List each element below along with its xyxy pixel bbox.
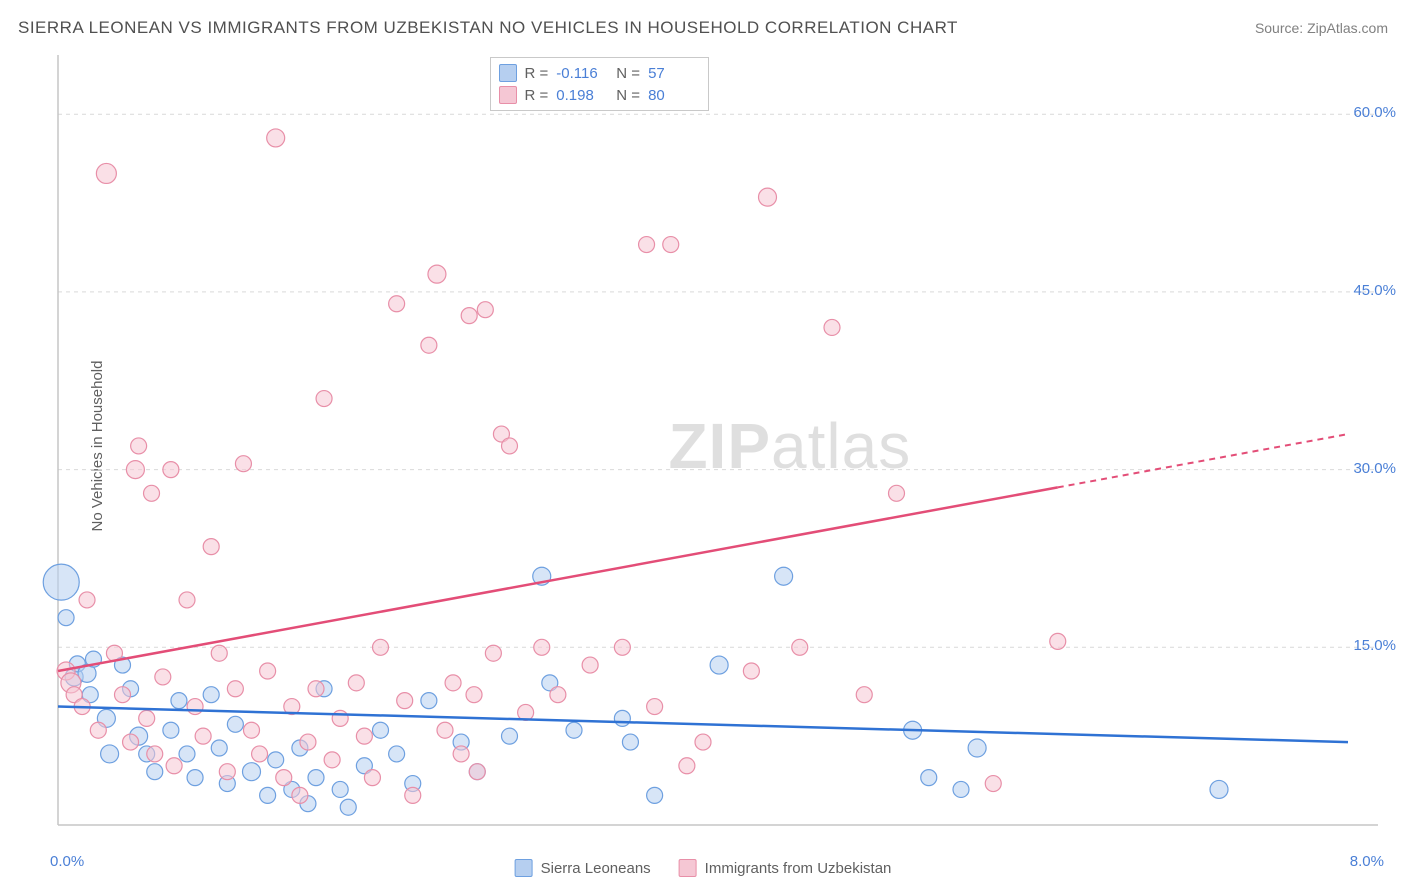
legend-swatch bbox=[679, 859, 697, 877]
y-axis-tick: 30.0% bbox=[1353, 460, 1396, 477]
y-axis-tick: 15.0% bbox=[1353, 637, 1396, 654]
r-label: R = bbox=[525, 65, 549, 82]
r-value: 0.198 bbox=[556, 87, 608, 104]
stats-row: R = -0.116 N = 57 bbox=[499, 62, 701, 84]
scatter-chart bbox=[48, 55, 1386, 837]
n-value: 80 bbox=[648, 87, 700, 104]
x-axis-tick-max: 8.0% bbox=[1350, 853, 1384, 870]
y-axis-tick: 45.0% bbox=[1353, 282, 1396, 299]
n-label: N = bbox=[616, 87, 640, 104]
y-axis-tick: 60.0% bbox=[1353, 104, 1396, 121]
legend: Sierra Leoneans Immigrants from Uzbekista… bbox=[515, 859, 892, 877]
legend-item: Immigrants from Uzbekistan bbox=[679, 859, 892, 877]
n-label: N = bbox=[616, 65, 640, 82]
r-value: -0.116 bbox=[556, 65, 608, 82]
source-attribution: Source: ZipAtlas.com bbox=[1255, 20, 1388, 36]
title-bar: SIERRA LEONEAN VS IMMIGRANTS FROM UZBEKI… bbox=[18, 18, 1388, 38]
chart-area: ZIPatlas R = -0.116 N = 57 R = 0.198 N =… bbox=[48, 55, 1386, 837]
r-label: R = bbox=[525, 87, 549, 104]
stats-row: R = 0.198 N = 80 bbox=[499, 84, 701, 106]
legend-item: Sierra Leoneans bbox=[515, 859, 651, 877]
n-value: 57 bbox=[648, 65, 700, 82]
correlation-stats-box: R = -0.116 N = 57 R = 0.198 N = 80 bbox=[490, 57, 710, 111]
legend-swatch bbox=[515, 859, 533, 877]
stats-swatch bbox=[499, 86, 517, 104]
stats-swatch bbox=[499, 64, 517, 82]
legend-label: Sierra Leoneans bbox=[541, 860, 651, 877]
chart-title: SIERRA LEONEAN VS IMMIGRANTS FROM UZBEKI… bbox=[18, 18, 958, 38]
legend-label: Immigrants from Uzbekistan bbox=[705, 860, 892, 877]
x-axis-tick-min: 0.0% bbox=[50, 853, 84, 870]
